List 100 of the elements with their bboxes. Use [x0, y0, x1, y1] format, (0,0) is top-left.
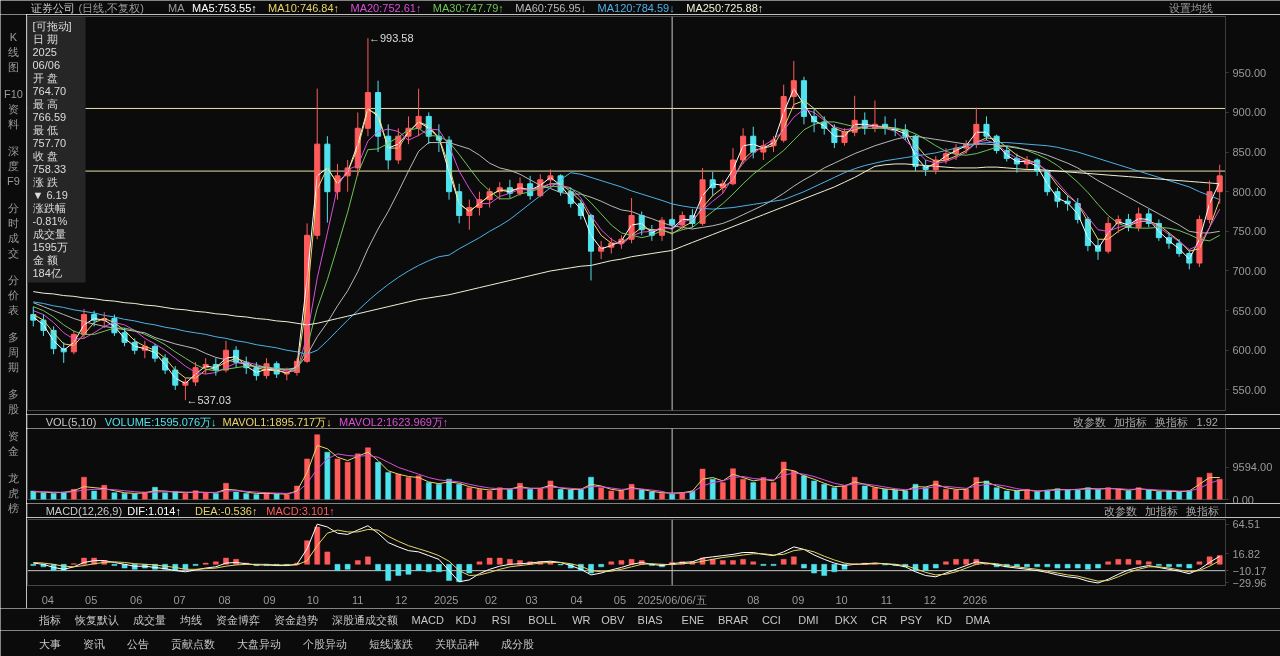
text: 大盘异动	[236, 637, 281, 650]
text: 改参数	[1104, 504, 1138, 517]
text: KD	[936, 613, 952, 626]
text: 加指标	[1114, 415, 1148, 428]
text: 分时成交	[8, 201, 19, 259]
text: MA10:746.84↑	[268, 1, 340, 14]
text: 分价表	[7, 273, 19, 316]
y-tick-label: 550.00	[1232, 383, 1267, 396]
annotation: 1595万	[32, 240, 68, 253]
y-tick-label: 800.00	[1232, 185, 1267, 198]
text: MA250:725.88↑	[686, 1, 764, 14]
annotation: 最 低	[32, 123, 58, 136]
text: BRAR	[717, 613, 749, 626]
y-tick-label: 950.00	[1232, 66, 1267, 79]
text: F10资料	[4, 87, 23, 130]
annotation: 开 盘	[32, 71, 58, 84]
annotation: 766.59	[32, 110, 67, 123]
text: DKX	[834, 613, 859, 626]
text: BOLL	[528, 613, 557, 626]
series-label: MACD:3.101↑	[266, 504, 335, 517]
text: KDJ	[455, 613, 477, 626]
text: CR	[871, 613, 888, 626]
annotation: 2025	[32, 45, 57, 58]
x-tick-label: 2026	[962, 593, 988, 606]
text: 成分股	[500, 637, 534, 650]
text: 个股异动	[302, 637, 347, 650]
text: MAVOL2:1623.969万↑	[339, 415, 449, 428]
text: MA5:753.55↑	[192, 1, 257, 14]
annotation: ←993.58	[368, 32, 414, 45]
legend-title: MA	[168, 1, 186, 14]
text: WR	[572, 613, 591, 626]
text: 龙虎榜	[8, 471, 19, 514]
text: 大事	[38, 637, 61, 650]
text: DEA:-0.536↑	[195, 504, 258, 517]
text: 成交量	[132, 613, 166, 626]
y-tick-label: 64.51	[1232, 518, 1261, 531]
text: 均线	[178, 613, 202, 626]
text: 短线涨跌	[368, 637, 413, 650]
text: DIF:1.014↑	[127, 504, 181, 517]
text: 关联品种	[434, 637, 479, 650]
annotation: 收 盘	[32, 149, 58, 162]
annotation: 最 高	[32, 97, 58, 110]
y-tick-label: 700.00	[1232, 264, 1267, 277]
x-tick-label: 12	[395, 593, 408, 606]
x-tick-label: 11	[880, 593, 893, 606]
x-tick-label: 03	[525, 593, 538, 606]
x-tick-label: 10	[835, 593, 848, 606]
text: 深度F9	[7, 144, 20, 187]
text: CCI	[761, 613, 781, 626]
x-tick-label: 2025	[433, 593, 459, 606]
text: 恢复默认	[73, 613, 119, 626]
x-tick-label: 11	[352, 593, 364, 606]
text: DMA	[965, 613, 991, 626]
y-tick-label: 0.00	[1232, 493, 1254, 506]
text: 设置均线	[1168, 1, 1213, 14]
chart-title: VOL(5,10)	[45, 415, 97, 428]
text: 换指标	[1186, 504, 1220, 517]
x-tick-label: 09	[263, 593, 276, 606]
text: K线图	[8, 30, 19, 73]
annotation: ▼ 6.19	[32, 188, 68, 201]
chart-title: MACD(12,26,9)	[45, 504, 123, 517]
text: 多周期	[8, 330, 19, 373]
text: 指标	[37, 613, 61, 626]
text: BIAS	[637, 613, 663, 626]
chart-title: 证券公司	[30, 1, 75, 14]
x-tick-label: 06	[130, 593, 143, 606]
x-tick-label: 10	[306, 593, 320, 606]
text: 贡献点数	[170, 637, 215, 651]
text: 资金	[8, 429, 19, 457]
text: 深股通成交额	[331, 613, 398, 626]
text: MA30:747.79↑	[432, 1, 504, 14]
x-tick-label: 09	[792, 593, 805, 606]
y-tick-label: 600.00	[1232, 344, 1267, 357]
y-tick-label: 16.82	[1232, 547, 1261, 560]
text: MA60:756.95↓	[515, 1, 587, 14]
y-tick-label: 9594.00	[1232, 461, 1273, 474]
annotation: 184亿	[32, 266, 62, 279]
text: 公告	[126, 637, 149, 650]
text: 多股	[8, 387, 19, 415]
y-tick-label: −29.96	[1232, 576, 1267, 589]
text: MACD	[411, 613, 444, 626]
text: PSY	[900, 613, 923, 626]
y-tick-label: 900.00	[1232, 106, 1267, 119]
text: MA120:784.59↓	[597, 1, 675, 14]
text: 1.92	[1196, 415, 1218, 428]
y-tick-label: 750.00	[1232, 225, 1267, 238]
text: MA20:752.61↑	[350, 1, 422, 14]
annotation: 757.70	[32, 136, 67, 149]
annotation: 涨 跌	[32, 175, 58, 188]
text: ENE	[681, 613, 705, 626]
text: 资讯	[82, 637, 105, 650]
x-tick-label: 07	[173, 593, 186, 606]
y-tick-label: −10.17	[1232, 564, 1267, 577]
text: 资金博弈	[215, 613, 260, 626]
annotation: 日 期	[32, 32, 58, 45]
x-tick-label: 05	[85, 593, 98, 606]
x-tick-label: 12	[923, 593, 937, 606]
y-tick-label: 650.00	[1232, 304, 1267, 317]
text: DMI	[798, 613, 819, 626]
annotation: 06/06	[32, 58, 61, 71]
